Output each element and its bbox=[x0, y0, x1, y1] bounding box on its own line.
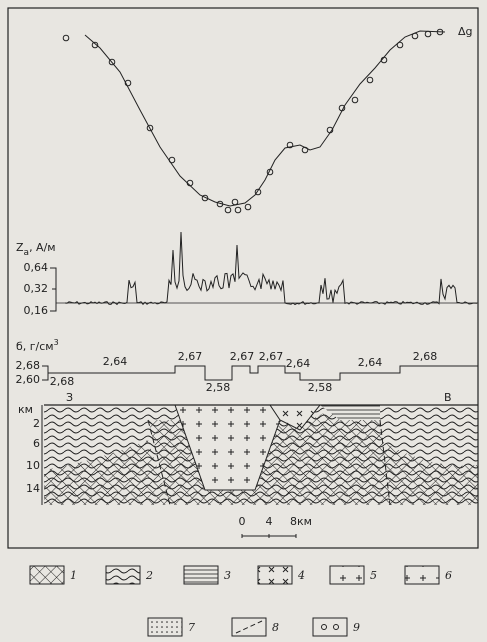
legend-label: 5 bbox=[370, 569, 377, 582]
density-value: 2,68 bbox=[50, 375, 75, 388]
gravity-point bbox=[425, 31, 431, 37]
density-profile bbox=[42, 366, 478, 380]
legend-symbol bbox=[322, 625, 327, 630]
legend-symbol bbox=[236, 621, 262, 633]
legend-swatch bbox=[330, 566, 364, 584]
density-value: 2,58 bbox=[206, 381, 231, 394]
depth-tick: 6 bbox=[33, 437, 40, 450]
legend-label: 4 bbox=[297, 569, 305, 582]
density-value: 2,67 bbox=[230, 350, 255, 363]
magnetic-axis bbox=[50, 268, 56, 311]
density-value: 2,64 bbox=[103, 355, 128, 368]
depth-tick: 2 bbox=[33, 417, 40, 430]
legend-label: 8 bbox=[272, 621, 279, 634]
legend-swatch bbox=[313, 618, 347, 636]
density-label: б, г/см3 bbox=[16, 338, 59, 354]
figure: Δg Za, А/м 0,64 0,32 0,16 б, г/см3 2,68 … bbox=[0, 0, 487, 642]
legend-swatch bbox=[258, 566, 292, 584]
legend-label: 1 bbox=[70, 569, 77, 582]
density-value: 2,64 bbox=[358, 356, 383, 369]
density-tick: 2,68 bbox=[16, 359, 41, 372]
gravity-point bbox=[412, 33, 418, 39]
scale-label: 8км bbox=[290, 515, 312, 528]
gravity-point bbox=[235, 207, 241, 213]
legend-label: 9 bbox=[353, 621, 360, 634]
density-value: 2,68 bbox=[413, 350, 438, 363]
gravity-panel bbox=[63, 29, 445, 213]
gravity-point bbox=[352, 97, 358, 103]
legend-swatch bbox=[184, 566, 218, 584]
depth-unit: км bbox=[18, 403, 33, 416]
legend: 1 2 3 4 5 6 7 8 9 bbox=[30, 566, 452, 636]
west-label: З bbox=[66, 391, 73, 404]
legend-label: 7 bbox=[188, 621, 195, 634]
legend-label: 3 bbox=[224, 569, 231, 582]
density-value: 2,67 bbox=[178, 350, 203, 363]
section bbox=[44, 405, 478, 505]
magnetic-tick: 0,16 bbox=[24, 304, 49, 317]
legend-label: 6 bbox=[445, 569, 452, 582]
magnetic-curve bbox=[65, 232, 477, 305]
scale-label: 0 bbox=[239, 515, 246, 528]
gravity-point bbox=[169, 157, 175, 163]
density-tick: 2,60 bbox=[16, 373, 41, 386]
gravity-label: Δg bbox=[458, 25, 473, 38]
scale-label: 4 bbox=[266, 515, 273, 528]
legend-swatch bbox=[148, 618, 182, 636]
density-value: 2,67 bbox=[259, 350, 284, 363]
depth-tick: 10 bbox=[26, 459, 40, 472]
gravity-point bbox=[63, 35, 69, 41]
magnetic-label: Za, А/м bbox=[16, 241, 56, 258]
legend-swatch bbox=[30, 566, 64, 584]
gravity-point bbox=[367, 77, 373, 83]
gravity-point bbox=[232, 199, 238, 205]
page: {"gravity_label": "Δg", "magnetic": {"la… bbox=[0, 0, 487, 642]
legend-swatch bbox=[405, 566, 439, 584]
gravity-curve bbox=[85, 31, 445, 206]
gravity-point bbox=[245, 204, 251, 210]
magnetic-tick: 0,64 bbox=[24, 261, 49, 274]
legend-swatch bbox=[106, 566, 140, 584]
scale-bar bbox=[242, 534, 296, 538]
east-label: В bbox=[444, 391, 452, 404]
density-value: 2,64 bbox=[286, 357, 311, 370]
gravity-point bbox=[397, 42, 403, 48]
density-value: 2,58 bbox=[308, 381, 333, 394]
gravity-point bbox=[225, 207, 231, 213]
legend-swatch bbox=[232, 618, 266, 636]
depth-tick: 14 bbox=[26, 482, 40, 495]
legend-label: 2 bbox=[145, 569, 153, 582]
legend-symbol bbox=[334, 625, 339, 630]
magnetic-tick: 0,32 bbox=[24, 282, 49, 295]
